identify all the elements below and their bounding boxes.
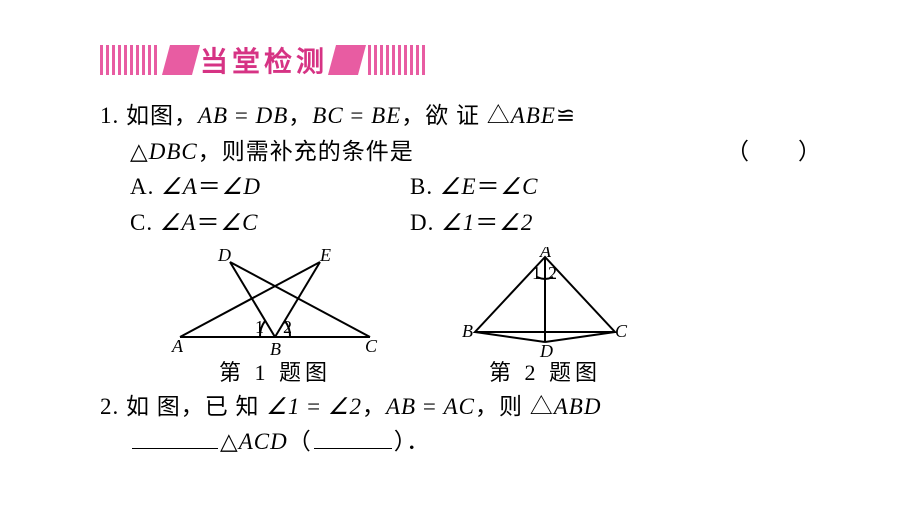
banner-title: 当堂检测 [194, 40, 334, 80]
q2-ang1: ∠1 [266, 394, 300, 419]
fig1-1: 1 [255, 317, 264, 337]
optB-eq: ＝ [477, 174, 501, 199]
q1-optB: B. ∠E＝∠C [410, 169, 690, 205]
optC-eq: ＝ [197, 210, 221, 235]
figure-1-svg: A B C D E 1 2 [160, 247, 390, 357]
figures-row: A B C D E 1 2 第 1 题图 A [100, 247, 830, 387]
banner-stripe-left [100, 45, 160, 75]
section-banner: 当堂检测 [100, 40, 830, 80]
optD-lhs: ∠1 [441, 210, 475, 235]
optB-rhs: ∠C [501, 174, 539, 199]
q1-tri2: DBC [149, 139, 198, 164]
fig2-A: A [539, 247, 552, 261]
optD-tag: D. [410, 210, 441, 235]
q1-eq2-lhs: BC [312, 103, 343, 128]
q2-close: ）． [394, 429, 431, 454]
fig1-A: A [171, 336, 184, 356]
q1-eq1-rhs: DB [256, 103, 289, 128]
q2-tri2: ACD [239, 429, 288, 454]
optA-eq: ＝ [198, 174, 222, 199]
q2-eq2: = [416, 394, 443, 419]
figure-2: A B C D 1 2 第 2 题图 [450, 247, 640, 387]
q1-eq2-rhs: BE [371, 103, 401, 128]
q1-paren: （ ） [726, 134, 830, 170]
optA-rhs: ∠D [222, 174, 261, 199]
q1-optD: D. ∠1＝∠2 [410, 205, 690, 241]
q1-line2: △DBC，则需补充的条件是 （ ） [100, 134, 830, 170]
optC-rhs: ∠C [221, 210, 259, 235]
q1-options-row2: C. ∠A＝∠C D. ∠1＝∠2 [100, 205, 830, 241]
q2-comma: ， [362, 394, 386, 419]
q1-eq1-lhs: AB [198, 103, 228, 128]
fig2-2: 2 [548, 263, 557, 283]
fig2-1: 1 [532, 263, 541, 283]
q2-seg1: AB [386, 394, 416, 419]
q2-ang2: ∠2 [328, 394, 362, 419]
figure-2-svg: A B C D 1 2 [450, 247, 640, 357]
q1-tri2-pre: △ [130, 139, 149, 164]
q1-comma1: ， [288, 103, 312, 128]
figure-1-caption: 第 1 题图 [160, 355, 390, 387]
q1-options-row1: A. ∠A＝∠D B. ∠E＝∠C [100, 169, 830, 205]
q1-eq1-eq: = [228, 103, 255, 128]
q1-text-b: ，欲 证 △ [401, 103, 511, 128]
q1-cong: ≌ [556, 103, 576, 128]
fig1-D: D [217, 247, 231, 265]
fig2-B: B [462, 321, 473, 341]
banner-stripe-right [368, 45, 428, 75]
q1-text-a: 如图， [126, 103, 198, 128]
q2-tri2-pre: △ [220, 429, 239, 454]
q2-tri1: ABD [554, 394, 602, 419]
fig1-C: C [365, 336, 378, 356]
fig1-2: 2 [283, 317, 292, 337]
q2-text-b: ，则 △ [475, 394, 554, 419]
fig2-C: C [615, 321, 628, 341]
optD-eq: ＝ [475, 210, 499, 235]
q1-optC: C. ∠A＝∠C [130, 205, 410, 241]
q2-seg2: AC [444, 394, 475, 419]
fig1-E: E [319, 247, 331, 265]
q1-optA: A. ∠A＝∠D [130, 169, 410, 205]
q2-line2: △ACD（ ）． [100, 424, 830, 460]
q2-number: 2. [100, 394, 119, 419]
optB-tag: B. [410, 174, 440, 199]
q1-tri1: ABE [511, 103, 556, 128]
q2-line1: 2. 如 图，已 知 ∠1 = ∠2，AB = AC，则 △ABD [100, 389, 830, 425]
figure-1: A B C D E 1 2 第 1 题图 [160, 247, 390, 387]
q2-blank2 [314, 425, 392, 449]
banner-para-right [328, 45, 366, 75]
optA-lhs: ∠A [161, 174, 198, 199]
q1-number: 1. [100, 103, 119, 128]
q2-eq1: = [300, 394, 327, 419]
fig1-B: B [270, 339, 281, 357]
q1-line1: 1. 如图，AB = DB，BC = BE，欲 证 △ABE≌ [100, 98, 830, 134]
optB-lhs: ∠E [440, 174, 477, 199]
optD-rhs: ∠2 [499, 210, 533, 235]
q1-text-c: ，则需补充的条件是 [198, 139, 414, 164]
optA-tag: A. [130, 174, 161, 199]
q2-open: （ [288, 429, 312, 454]
figure-2-caption: 第 2 题图 [450, 355, 640, 387]
q2-text-a: 如 图，已 知 [126, 394, 266, 419]
optC-tag: C. [130, 210, 160, 235]
q2-blank1 [132, 425, 218, 449]
optC-lhs: ∠A [160, 210, 197, 235]
q1-eq2-eq: = [344, 103, 371, 128]
